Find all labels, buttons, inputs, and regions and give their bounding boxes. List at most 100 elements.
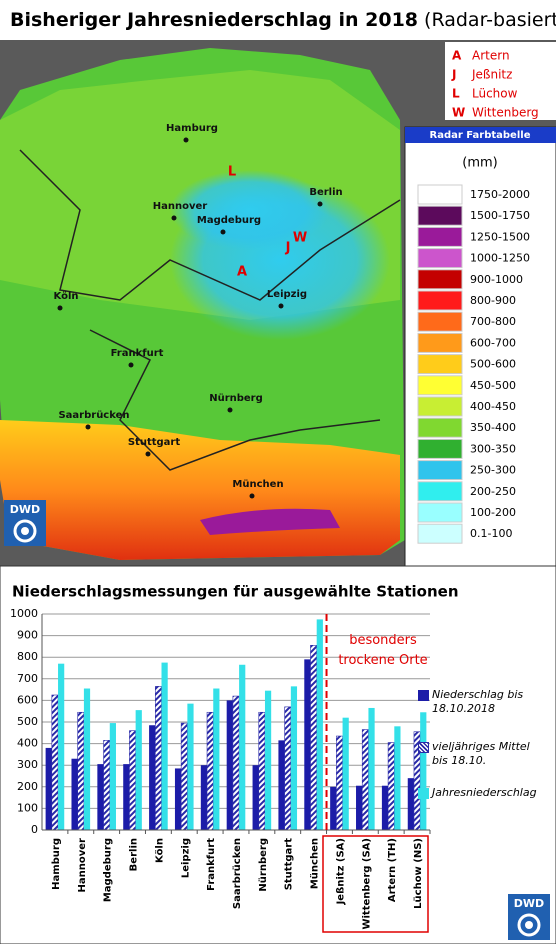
- y-tick-label: 100: [17, 801, 38, 814]
- city-label: Hannover: [153, 201, 208, 212]
- legend-label: Niederschlag bis 18.10.2018: [432, 688, 524, 715]
- bar: [103, 740, 111, 831]
- key-letter: J: [451, 68, 456, 82]
- ctab-swatch: [417, 184, 463, 205]
- ctab-swatch: [417, 332, 463, 353]
- logo-swirl: [21, 527, 29, 535]
- x-tick-label: München: [310, 838, 321, 889]
- ctab-label: 1500-1750: [470, 209, 530, 222]
- bar: [154, 686, 162, 831]
- bar: [336, 735, 343, 831]
- legend-swatch: [418, 788, 429, 799]
- bar: [420, 712, 427, 830]
- city-dot: [183, 137, 189, 143]
- bar: [310, 645, 318, 831]
- key-letter: W: [452, 106, 465, 120]
- x-tick-label: Hannover: [77, 838, 88, 893]
- bar: [361, 729, 369, 831]
- logo-swirl: [517, 913, 541, 937]
- x-tick-label: Köln: [154, 838, 165, 863]
- ctab-swatch: [417, 354, 463, 375]
- bar: [77, 711, 85, 831]
- ctab-label: 1000-1250: [470, 252, 530, 265]
- bar: [232, 695, 240, 831]
- ctab-label: 250-300: [470, 464, 516, 477]
- annotation-line: trockene Orte: [338, 653, 427, 668]
- ctab-swatch: [417, 460, 463, 481]
- bar: [83, 688, 91, 830]
- y-tick-label: 1000: [10, 607, 38, 620]
- bar: [135, 710, 142, 830]
- ctab-label: 300-350: [470, 442, 516, 455]
- annotation: besonders trockene Orte: [338, 633, 427, 668]
- ctab-swatch: [417, 481, 463, 502]
- x-tick-label: Wittenberg (SA): [361, 838, 372, 930]
- city-dot: [278, 303, 284, 309]
- bar: [174, 768, 182, 830]
- ctab-swatch: [417, 269, 463, 290]
- annotation-line: besonders: [349, 633, 417, 648]
- bar: [264, 690, 272, 830]
- title: Bisheriger Jahresniederschlag in 2018 (Ra…: [10, 9, 556, 31]
- x-tick-label: Nürnberg: [258, 838, 269, 892]
- x-tick-label: Stuttgart: [284, 838, 295, 891]
- ctab-unit: (mm): [462, 156, 497, 171]
- ctab-swatch: [417, 226, 463, 247]
- ctab-swatch: [417, 311, 463, 332]
- ctab-swatch: [417, 523, 463, 544]
- bar: [356, 785, 363, 830]
- station-marker: W: [293, 231, 307, 246]
- city-label: Nürnberg: [209, 393, 263, 404]
- bar: [97, 764, 104, 830]
- ctab-label: 100-200: [470, 506, 516, 519]
- key-name: Jeßnitz: [471, 68, 512, 82]
- logo-swirl: [525, 921, 533, 929]
- ctab-swatch: [417, 290, 463, 311]
- bar: [290, 686, 298, 830]
- bar: [129, 730, 136, 831]
- y-tick-label: 900: [17, 629, 38, 642]
- x-tick-label: Berlin: [129, 838, 140, 871]
- ctab-swatch: [417, 375, 463, 396]
- bar: [200, 765, 208, 830]
- station-marker: L: [228, 165, 236, 180]
- city-label: Saarbrücken: [58, 410, 129, 421]
- city-dot: [317, 201, 323, 207]
- ctab-swatch: [417, 248, 463, 269]
- city-dot: [171, 215, 177, 221]
- x-tick-label: Leipzig: [180, 838, 191, 878]
- ctab-label: 900-1000: [470, 273, 523, 286]
- bar: [284, 706, 292, 831]
- bar: [161, 662, 168, 830]
- legend-label: vieljähriges Mittel bis 18.10.: [432, 740, 530, 767]
- map-alps: [200, 508, 340, 535]
- bar: [330, 786, 337, 830]
- y-tick-label: 400: [17, 737, 38, 750]
- map-dry2: [170, 170, 330, 250]
- bar: [187, 703, 194, 830]
- chart-panel: [0, 565, 556, 944]
- city-dot: [57, 305, 63, 311]
- ctab-swatch: [417, 396, 463, 417]
- legend-label: Jahresniederschlag: [432, 786, 537, 799]
- ctab-label: 500-600: [470, 358, 516, 371]
- bar: [258, 711, 266, 831]
- x-tick-label: Jeßnitz (SA): [335, 838, 346, 905]
- x-tick-label: Artern (TH): [387, 838, 398, 902]
- bar: [51, 694, 59, 831]
- city-label: Magdeburg: [197, 215, 261, 226]
- plot: 0 100 200 300 400 500 600 700 800 900 1000 Hamburg H…: [10, 607, 431, 930]
- city-label: Leipzig: [267, 289, 307, 300]
- ctab-swatch: [417, 438, 463, 459]
- bar: [304, 659, 311, 830]
- logo-box: [508, 894, 550, 940]
- x-tick-label: Saarbrücken: [232, 838, 243, 909]
- logo-swirl: [13, 519, 37, 543]
- station-key: A Artern J Jeßnitz L Lüchow W Wittenberg: [445, 42, 556, 120]
- dry-box: [322, 835, 429, 933]
- city-label: Berlin: [309, 187, 342, 198]
- ctab-label: 350-400: [470, 421, 516, 434]
- bar: [45, 747, 52, 830]
- ctab-swatch: [417, 502, 463, 523]
